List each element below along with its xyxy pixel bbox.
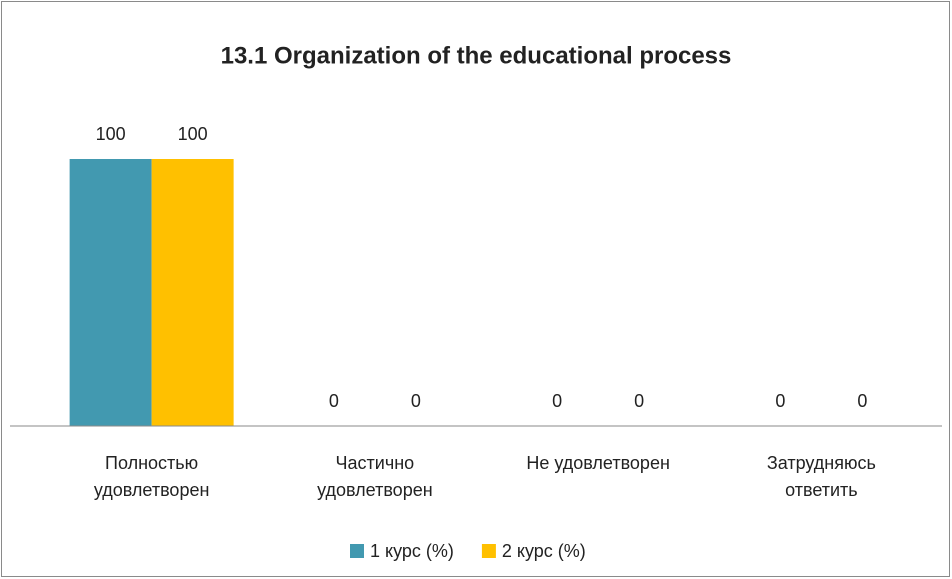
legend-swatch [481,544,496,558]
x-tick-label: Частично удовлетворен [317,453,433,500]
legend-swatch [350,544,364,558]
bar [69,159,152,426]
data-label: 0 [329,391,339,411]
data-label: 0 [411,391,421,411]
data-label: 0 [552,391,562,411]
x-tick-label: Полностью удовлетворен [93,453,210,500]
data-label: 0 [775,391,785,411]
x-tick-label: Не удовлетворен [526,453,670,473]
legend-label: 2 курс (%) [502,541,586,561]
x-tick-label: Затрудняюсь ответить [766,453,876,500]
data-label: 100 [96,124,126,144]
data-label: 100 [178,124,208,144]
bar [151,159,234,426]
legend-label: 1 курс (%) [370,541,454,561]
data-label: 0 [857,391,867,411]
data-label: 0 [634,391,644,411]
chart-title: 13.1 Organization of the educational pro… [221,42,732,69]
